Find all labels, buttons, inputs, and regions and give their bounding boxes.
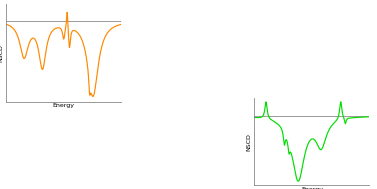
Y-axis label: NSCD: NSCD: [247, 133, 252, 151]
X-axis label: Energy: Energy: [301, 187, 323, 189]
Y-axis label: NSCD: NSCD: [0, 44, 3, 62]
X-axis label: Energy: Energy: [52, 103, 74, 108]
